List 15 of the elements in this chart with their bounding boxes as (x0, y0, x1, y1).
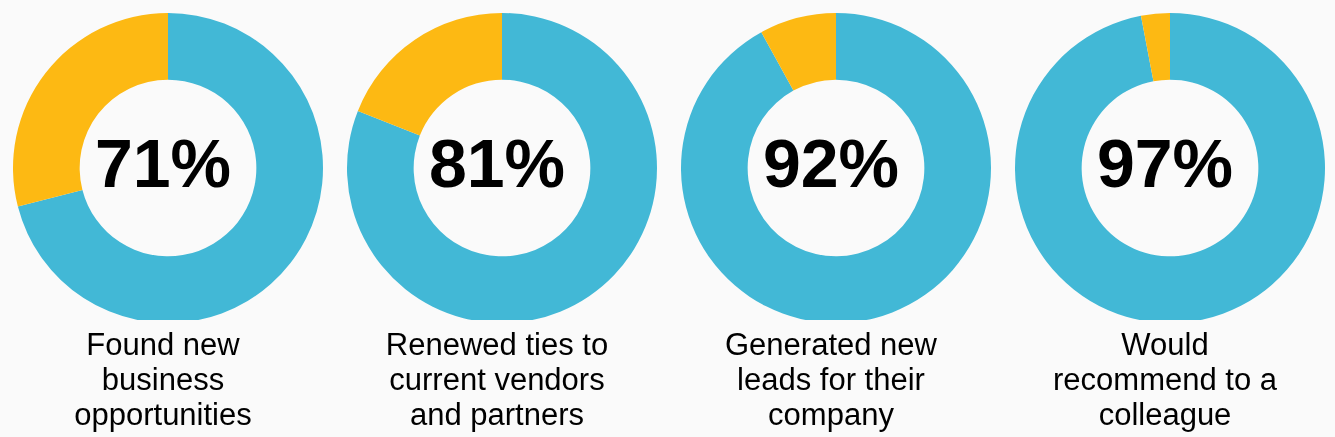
text: Generated new leads for their company (724, 327, 938, 432)
text: Would recommend to a colleague (1052, 327, 1278, 432)
donut-slice (1140, 13, 1170, 82)
donut-slice (1015, 13, 1325, 320)
text: Renewed ties to current vendors and partners (384, 327, 610, 432)
donut-slice (761, 13, 836, 91)
text: 81% (427, 124, 567, 203)
donut-slice (347, 13, 657, 320)
donut-slice (17, 13, 323, 320)
text: 71% (93, 124, 233, 203)
donut-slice (357, 13, 502, 136)
text: 92% (761, 124, 901, 203)
text: Found new business opportunities (73, 327, 253, 432)
text: 97% (1095, 124, 1235, 203)
donut-slice (681, 13, 991, 320)
